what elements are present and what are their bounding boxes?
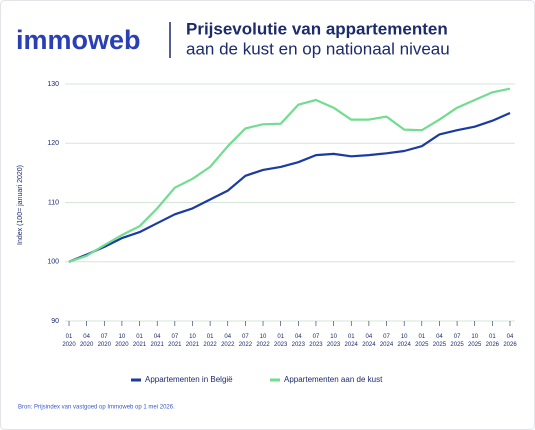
x-tick-label: 01 2026	[485, 334, 500, 348]
x-tick-label: 10 2024	[397, 334, 411, 348]
logo: immoweb	[16, 25, 141, 55]
series-line	[68, 87, 511, 263]
legend-label: Appartementen in België	[145, 375, 233, 384]
x-tick-label: 04 2024	[362, 334, 376, 348]
y-tick-label: 120	[47, 140, 59, 147]
x-tick-label: 04 2022	[221, 334, 235, 348]
x-tick-label: 01 2021	[132, 334, 147, 348]
x-tick-label: 07 2022	[238, 334, 253, 348]
x-tick-label: 04 2021	[150, 334, 164, 348]
x-tick-label: 10 2025	[468, 334, 482, 348]
x-tick-label: 04 2025	[432, 334, 447, 348]
x-tick-label: 04 2020	[79, 334, 94, 348]
x-tick-label: 10 2022	[256, 334, 270, 348]
y-tick-label: 130	[47, 81, 59, 88]
x-tick-label: 01 2020	[62, 334, 76, 348]
y-tick-label: 100	[47, 259, 59, 266]
y-tick-label: 90	[51, 318, 59, 325]
x-tick-label: 10 2021	[185, 334, 200, 348]
x-tick-label: 07 2020	[97, 334, 111, 348]
legend-label: Appartementen aan de kust	[284, 375, 383, 384]
x-tick-label: 07 2021	[168, 334, 182, 348]
x-tick-label: 07 2025	[450, 334, 464, 348]
x-tick-label: 04 2026	[503, 334, 517, 348]
x-tick-label: 01 2023	[273, 334, 288, 348]
series-line	[68, 111, 511, 263]
source: Bron: Prijsindex van vastgoed op Immoweb…	[18, 405, 175, 411]
x-tick-label: 07 2023	[309, 334, 323, 348]
x-tick-label: 01 2024	[344, 334, 358, 348]
chart-subtitle: aan de kust en op nationaal niveau	[186, 39, 450, 58]
x-tick-label: 10 2020	[115, 334, 129, 348]
y-tick-label: 110	[48, 199, 59, 206]
x-tick-label: 10 2023	[326, 334, 341, 348]
x-tick-label: 01 2022	[203, 334, 217, 348]
x-tick-label: 04 2023	[291, 334, 305, 348]
y-axis-label: Index (100= januari 2020)	[17, 165, 24, 245]
chart-title: Prijsevolutie van appartementen	[186, 19, 448, 38]
x-tick-label: 07 2024	[379, 334, 394, 348]
x-tick-label: 01 2025	[415, 334, 429, 348]
